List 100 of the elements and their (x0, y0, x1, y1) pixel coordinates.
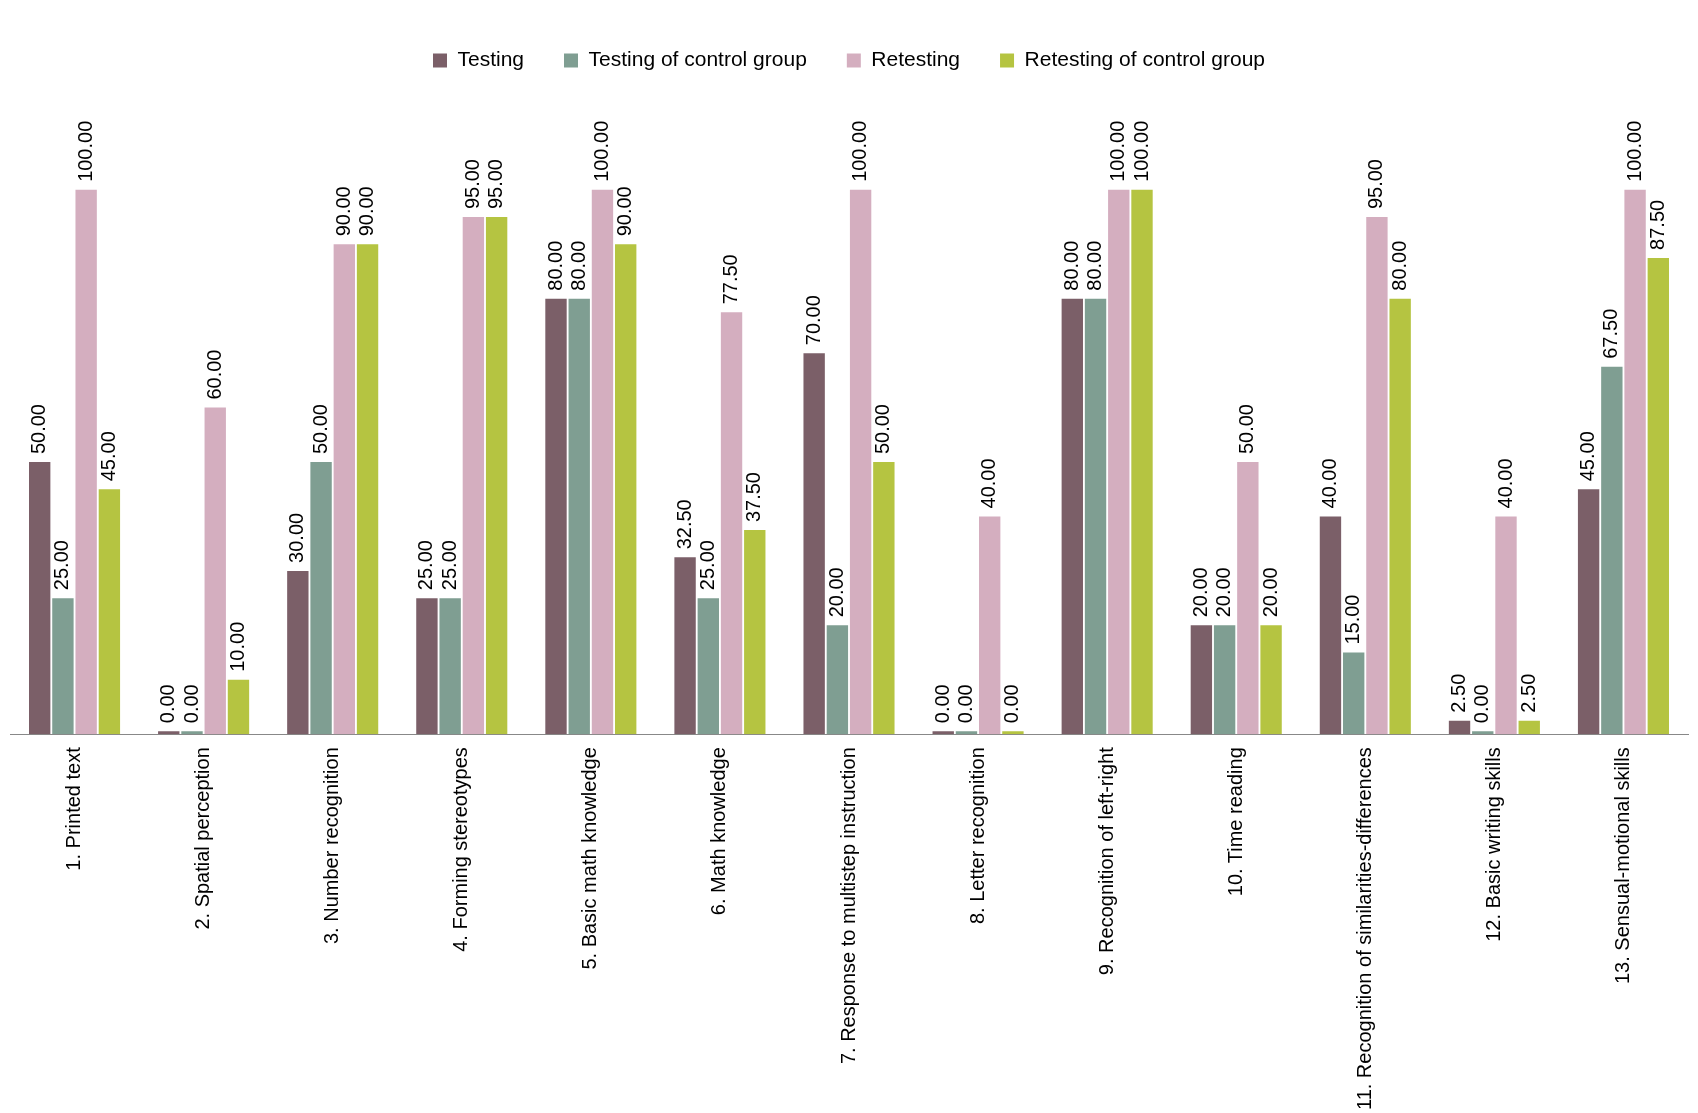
data-label: 100.00 (1622, 120, 1645, 182)
data-label: 80.00 (1083, 240, 1106, 291)
data-label: 32.50 (672, 499, 695, 550)
x-tick-label: 12. Basic writing skills (1481, 747, 1504, 942)
legend-label: Testing (457, 47, 525, 71)
legend-label: Testing of control group (588, 47, 807, 71)
data-label: 20.00 (824, 567, 847, 618)
x-tick-label: 7. Response to multistep instruction (836, 747, 859, 1065)
data-label: 100.00 (1106, 120, 1129, 182)
data-label: 80.00 (566, 240, 589, 291)
data-label: 20.00 (1212, 567, 1235, 618)
bar (1237, 462, 1259, 735)
data-label: 2.50 (1447, 673, 1470, 713)
x-tick-label: 5. Basic math knowledge (578, 747, 601, 970)
bar (849, 189, 872, 735)
data-label: 100.00 (1129, 120, 1152, 182)
data-label: 80.00 (1387, 240, 1410, 291)
bar (568, 298, 590, 735)
data-label: 70.00 (801, 295, 824, 346)
bar (1213, 625, 1236, 735)
data-label: 40.00 (1317, 458, 1340, 509)
data-label: 0.00 (930, 684, 953, 724)
bar (744, 530, 766, 735)
bar (439, 598, 461, 735)
bar (52, 598, 74, 735)
bar (826, 625, 849, 735)
data-label: 50.00 (27, 403, 50, 455)
data-label: 100.00 (73, 120, 96, 182)
bar (720, 312, 743, 735)
data-label: 0.00 (156, 684, 179, 724)
data-label: 0.00 (1000, 684, 1023, 724)
x-tick-label: 2. Spatial perception (191, 747, 214, 930)
bar (204, 407, 226, 735)
bar (1190, 625, 1213, 735)
x-tick-label: 8. Letter recognition (965, 747, 988, 925)
bar (333, 244, 355, 735)
data-label: 37.50 (742, 472, 765, 523)
data-label: 90.00 (355, 186, 378, 237)
bar (873, 462, 895, 735)
bar (803, 353, 825, 735)
bar (485, 217, 508, 735)
bar (1108, 189, 1130, 735)
data-label: 100.00 (848, 120, 871, 182)
data-label: 25.00 (414, 540, 437, 591)
data-label: 80.00 (543, 240, 566, 291)
bar (1319, 516, 1342, 735)
bar (1260, 625, 1282, 735)
data-label: 95.00 (1364, 159, 1387, 210)
data-label: 25.00 (437, 540, 460, 591)
data-label: 50.00 (871, 403, 894, 455)
data-label: 60.00 (202, 349, 225, 400)
data-label: 45.00 (1576, 431, 1599, 482)
data-label: 87.50 (1645, 199, 1668, 250)
bar (287, 570, 309, 735)
x-tick-label: 6. Math knowledge (707, 747, 730, 916)
bar (1518, 720, 1540, 735)
data-label: 40.00 (977, 458, 1000, 509)
bar (75, 189, 97, 735)
bar (674, 557, 696, 735)
bar (1131, 189, 1153, 735)
bar (1084, 298, 1107, 735)
data-label: 67.50 (1599, 308, 1622, 359)
bar (1577, 489, 1600, 735)
bar (310, 462, 332, 735)
data-label: 40.00 (1493, 458, 1516, 509)
data-label: 90.00 (331, 186, 354, 237)
bar (462, 217, 485, 735)
x-tick-label: 9. Recognition of left-right (1094, 746, 1117, 976)
data-label: 50.00 (308, 403, 331, 455)
bar (1061, 298, 1083, 735)
data-label: 25.00 (50, 540, 73, 591)
x-tick-label: 11. Recognition of similarities-differences (1352, 747, 1375, 1110)
x-tick-label: 4. Forming stereotypes (449, 747, 472, 952)
x-tick-label: 1. Printed text (62, 746, 85, 871)
data-label: 25.00 (695, 540, 718, 591)
data-label: 15.00 (1341, 594, 1364, 645)
data-label: 90.00 (613, 186, 636, 237)
bar (1343, 652, 1365, 735)
bar (615, 244, 637, 735)
bar (1647, 257, 1669, 735)
data-label: 2.50 (1516, 673, 1539, 713)
bar (697, 598, 719, 735)
x-tick-label: 3. Number recognition (320, 747, 343, 945)
bar (416, 598, 438, 735)
data-label: 95.00 (460, 159, 483, 210)
data-label: 0.00 (1470, 684, 1493, 724)
data-label: 30.00 (285, 512, 308, 563)
bar (591, 189, 614, 735)
legend-label: Retesting of control group (1024, 47, 1266, 71)
data-label: 80.00 (1059, 240, 1082, 291)
bar (1495, 516, 1517, 735)
bar (1624, 189, 1646, 735)
data-label: 77.50 (719, 254, 742, 305)
bar (1366, 217, 1388, 735)
data-label: 100.00 (589, 120, 612, 182)
bar (227, 679, 250, 735)
data-label: 0.00 (179, 684, 202, 724)
bar (1448, 720, 1471, 735)
legend-label: Retesting (871, 47, 961, 71)
data-label: 0.00 (953, 684, 976, 724)
